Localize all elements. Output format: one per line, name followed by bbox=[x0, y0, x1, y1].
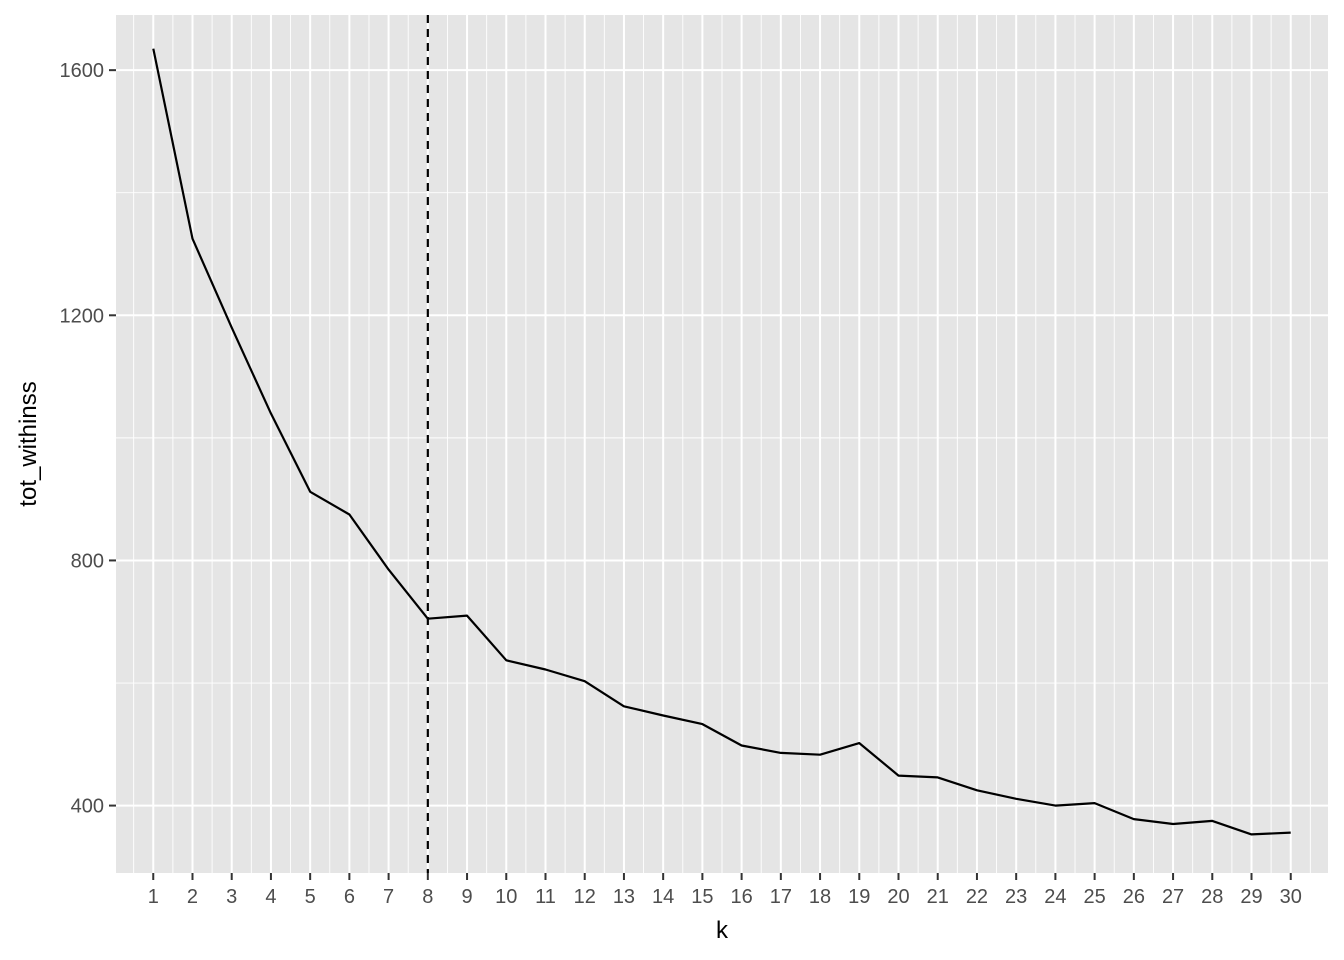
x-tick-label-21: 21 bbox=[927, 886, 949, 908]
x-tick-label-22: 22 bbox=[966, 886, 988, 908]
x-tick-label-3: 3 bbox=[226, 886, 237, 908]
x-tick-label-6: 6 bbox=[344, 886, 355, 908]
x-tick-label-25: 25 bbox=[1083, 886, 1105, 908]
x-tick-label-15: 15 bbox=[691, 886, 713, 908]
x-tick-label-24: 24 bbox=[1044, 886, 1066, 908]
x-tick-label-10: 10 bbox=[495, 886, 517, 908]
x-tick-label-18: 18 bbox=[809, 886, 831, 908]
x-tick-label-26: 26 bbox=[1123, 886, 1145, 908]
y-tick-label-1200: 1200 bbox=[60, 305, 105, 327]
x-tick-label-4: 4 bbox=[265, 886, 276, 908]
y-axis: 400 800 1200 1600 bbox=[60, 60, 116, 818]
x-tick-label-17: 17 bbox=[770, 886, 792, 908]
tot-withinss-line bbox=[152, 48, 1291, 836]
y-tick-label-800: 800 bbox=[71, 550, 104, 572]
x-tick-label-9: 9 bbox=[461, 886, 472, 908]
x-axis: 1 2 3 4 5 6 7 8 9 10 11 12 13 14 15 16 17 18 19 20 21 22 23 24 2… bbox=[148, 873, 1302, 908]
major-gridlines-y bbox=[116, 69, 1328, 807]
x-tick-label-16: 16 bbox=[730, 886, 752, 908]
x-tick-label-20: 20 bbox=[887, 886, 909, 908]
x-tick-label-2: 2 bbox=[187, 886, 198, 908]
x-tick-label-14: 14 bbox=[652, 886, 674, 908]
x-tick-label-29: 29 bbox=[1240, 886, 1262, 908]
x-tick-label-8: 8 bbox=[422, 886, 433, 908]
x-tick-label-5: 5 bbox=[305, 886, 316, 908]
x-tick-label-19: 19 bbox=[848, 886, 870, 908]
y-tick-label-400: 400 bbox=[71, 796, 104, 818]
y-axis-title: tot_withinss bbox=[15, 381, 42, 506]
x-tick-label-13: 13 bbox=[613, 886, 635, 908]
x-tick-label-7: 7 bbox=[383, 886, 394, 908]
series-group bbox=[152, 48, 1291, 836]
minor-gridlines-x bbox=[133, 15, 1311, 873]
x-tick-label-28: 28 bbox=[1201, 886, 1223, 908]
major-gridlines-x bbox=[152, 15, 1292, 873]
x-tick-label-27: 27 bbox=[1162, 886, 1184, 908]
x-tick-label-1: 1 bbox=[148, 886, 159, 908]
x-tick-label-12: 12 bbox=[574, 886, 596, 908]
y-tick-label-1600: 1600 bbox=[60, 60, 105, 82]
x-axis-title: k bbox=[716, 917, 729, 944]
x-tick-label-11: 11 bbox=[535, 886, 556, 908]
x-tick-label-30: 30 bbox=[1280, 886, 1302, 908]
x-tick-label-23: 23 bbox=[1005, 886, 1027, 908]
